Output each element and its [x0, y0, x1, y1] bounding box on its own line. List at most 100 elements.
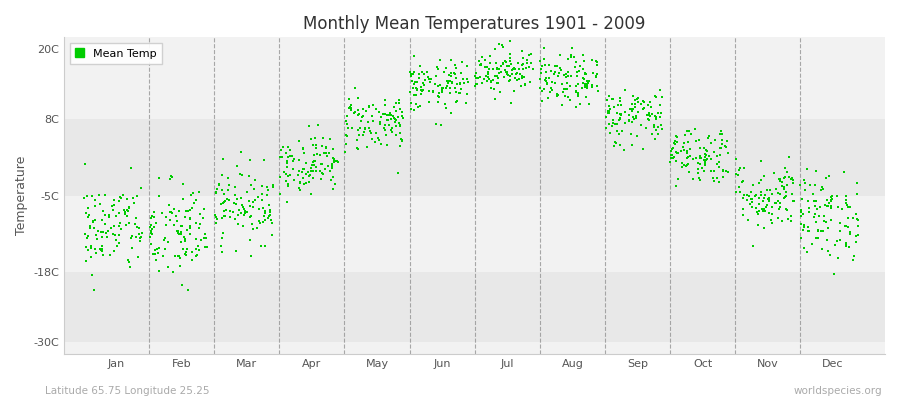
Point: [757, 173, 771, 179]
Point: [772, 176, 787, 182]
Point: [536, 45, 551, 52]
Point: [487, 86, 501, 92]
Point: [496, 59, 510, 66]
Point: [670, 158, 684, 164]
Point: [800, 166, 814, 173]
Point: [304, 165, 319, 171]
Point: [99, 230, 113, 236]
Point: [258, 217, 273, 223]
Point: [563, 52, 578, 58]
Point: [410, 104, 425, 110]
Point: [306, 174, 320, 181]
Point: [278, 178, 293, 184]
Point: [159, 214, 174, 220]
Point: [112, 240, 127, 247]
Point: [698, 152, 713, 158]
Point: [378, 122, 392, 128]
Point: [807, 211, 822, 217]
Point: [681, 169, 696, 175]
Point: [183, 230, 197, 237]
Point: [841, 224, 855, 230]
Point: [256, 218, 271, 225]
Point: [285, 166, 300, 172]
Point: [122, 204, 136, 210]
Point: [625, 119, 639, 126]
Point: [839, 240, 853, 246]
Point: [482, 60, 497, 66]
Point: [193, 211, 207, 217]
Point: [481, 71, 495, 77]
Point: [444, 73, 458, 80]
Point: [745, 199, 760, 206]
Point: [496, 60, 510, 67]
Point: [832, 237, 847, 243]
Point: [503, 58, 517, 64]
Point: [256, 205, 270, 211]
Point: [740, 192, 754, 198]
Point: [562, 56, 576, 62]
Point: [821, 224, 835, 231]
Point: [444, 57, 458, 64]
Point: [442, 72, 456, 78]
Point: [392, 100, 406, 106]
Point: [510, 60, 525, 66]
Point: [562, 73, 576, 80]
Point: [454, 59, 469, 66]
Point: [418, 77, 433, 83]
Point: [680, 128, 695, 134]
Point: [795, 196, 809, 202]
Point: [491, 74, 505, 81]
Point: [99, 234, 113, 240]
Point: [423, 78, 437, 85]
Point: [668, 141, 682, 148]
Point: [614, 112, 628, 118]
Point: [323, 135, 338, 142]
Point: [735, 212, 750, 218]
Point: [247, 226, 261, 232]
Point: [341, 125, 356, 131]
Point: [108, 212, 122, 219]
Point: [313, 161, 328, 167]
Point: [761, 197, 776, 204]
Point: [380, 112, 394, 118]
Point: [107, 232, 122, 238]
Point: [262, 201, 276, 208]
Point: [550, 62, 564, 69]
Point: [281, 181, 295, 187]
Point: [164, 209, 178, 215]
Point: [667, 140, 681, 146]
Point: [617, 109, 632, 115]
Point: [183, 222, 197, 229]
Point: [625, 101, 639, 108]
Point: [189, 246, 203, 252]
Point: [248, 197, 263, 203]
Point: [806, 213, 821, 220]
Point: [548, 69, 562, 76]
Point: [197, 206, 211, 212]
Point: [121, 208, 135, 214]
Point: [149, 257, 164, 264]
Point: [641, 116, 655, 122]
Point: [548, 63, 562, 69]
Point: [124, 235, 139, 241]
Point: [606, 117, 620, 124]
Point: [217, 199, 231, 206]
Point: [184, 192, 198, 198]
Point: [198, 231, 212, 238]
Point: [232, 171, 247, 177]
Point: [692, 155, 706, 161]
Point: [540, 80, 554, 86]
Point: [306, 168, 320, 174]
Point: [585, 84, 599, 90]
Point: [469, 74, 483, 81]
Point: [478, 64, 492, 70]
Point: [786, 180, 800, 186]
Point: [651, 110, 665, 116]
Point: [820, 203, 834, 209]
Point: [218, 212, 232, 219]
Point: [572, 92, 586, 99]
Point: [643, 99, 657, 105]
Point: [709, 160, 724, 167]
Point: [842, 244, 857, 250]
Point: [815, 228, 830, 234]
